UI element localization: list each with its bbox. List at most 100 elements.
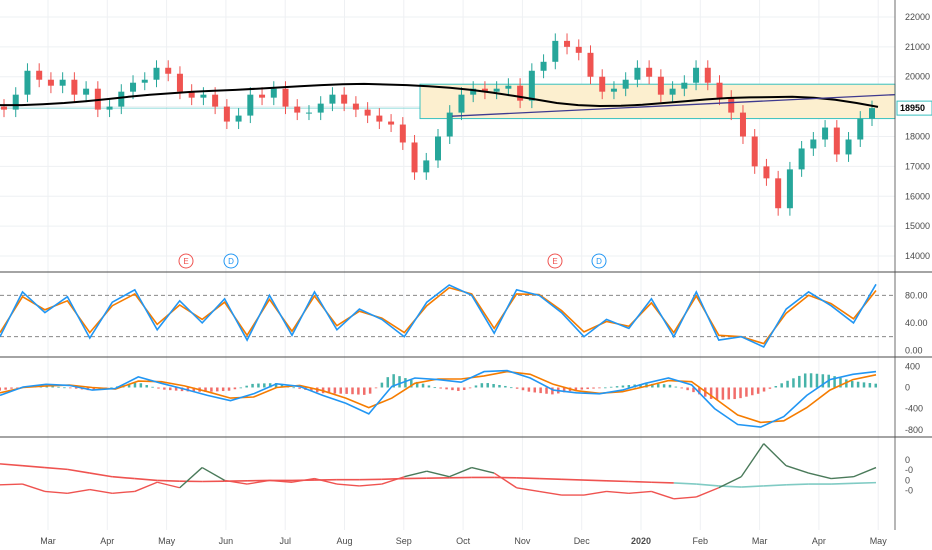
candle-body: [775, 178, 782, 209]
stochastic-panel[interactable]: [0, 283, 895, 349]
macd-histogram-bar: [604, 387, 607, 389]
macd-histogram-bar: [415, 381, 419, 388]
candle-body: [1, 106, 7, 110]
macd-histogram-bar: [874, 383, 877, 388]
rs-line-segment: [179, 467, 203, 489]
price-tick-label: 17000: [905, 161, 930, 171]
macd-histogram-bar: [163, 387, 166, 390]
rs-line-segment: [516, 487, 540, 493]
trendline[interactable]: [451, 94, 896, 117]
x-axis-label: Feb: [693, 536, 709, 546]
rs-tick-label: -0: [905, 465, 913, 475]
rs-moving-average: [0, 463, 23, 467]
candle-body: [317, 103, 324, 113]
macd-panel[interactable]: [0, 369, 877, 428]
macd-histogram-bar: [204, 387, 207, 392]
rs-moving-average: [606, 479, 629, 483]
macd-histogram-bar: [233, 387, 237, 390]
stochastic-tick-label: 80.00: [905, 290, 928, 300]
macd-histogram-bar: [656, 384, 660, 388]
macd-histogram-bar: [786, 380, 789, 388]
candle-body: [622, 79, 629, 89]
macd-histogram-bar: [239, 387, 243, 389]
candle-body: [118, 91, 125, 107]
macd-histogram-bar: [292, 387, 295, 389]
x-axis-label: 2020: [631, 536, 651, 546]
candle-body: [528, 70, 535, 101]
candle-body: [176, 73, 183, 92]
rs-moving-average: [157, 479, 180, 482]
price-tick-label: 20000: [905, 72, 930, 82]
macd-histogram-bar: [615, 386, 619, 388]
macd-histogram-bar: [492, 384, 495, 388]
price-tick-label: 22000: [905, 12, 930, 22]
x-axis-label: Apr: [100, 536, 114, 546]
macd-histogram-bar: [133, 383, 137, 388]
event-marker-label: E: [183, 257, 188, 266]
macd-histogram-bar: [609, 386, 613, 388]
candle-body: [435, 136, 441, 161]
candle-body: [446, 112, 453, 137]
macd-histogram-bar: [798, 375, 801, 388]
rs-line-segment: [718, 476, 742, 489]
rs-line-segment: [651, 490, 675, 500]
macd-histogram-bar: [521, 387, 525, 391]
macd-histogram-bar: [562, 387, 566, 393]
rs-moving-average: [516, 477, 540, 480]
relative-strength-panel[interactable]: [0, 443, 877, 500]
candle-body: [282, 88, 289, 107]
rs-line-segment: [583, 490, 607, 496]
rs-line-segment: [314, 477, 338, 485]
macd-tick-label: -400: [905, 404, 923, 414]
macd-histogram-bar: [774, 386, 778, 388]
macd-tick-label: 400: [905, 361, 920, 371]
macd-histogram-bar: [251, 383, 254, 388]
stochastic-d-line: [0, 286, 877, 345]
macd-histogram-bar: [545, 387, 548, 394]
candle-body: [493, 88, 500, 92]
x-axis-label: Apr: [812, 536, 826, 546]
macd-histogram-bar: [421, 383, 425, 388]
macd-histogram-bar: [721, 387, 725, 400]
rs-line-segment: [44, 490, 68, 494]
macd-histogram-bar: [357, 387, 360, 395]
macd-histogram-bar: [462, 387, 466, 390]
candle-body: [540, 61, 547, 71]
candle-body: [259, 94, 266, 98]
candle-body: [552, 40, 559, 62]
rs-moving-average: [651, 481, 674, 484]
candle-body: [481, 88, 488, 92]
macd-histogram-bar: [374, 387, 378, 389]
moving-average-line: [0, 82, 879, 108]
macd-histogram-bar: [380, 382, 384, 388]
macd-histogram-bar: [439, 387, 442, 389]
rs-moving-average: [112, 475, 135, 480]
macd-histogram-bar: [16, 387, 19, 389]
candle-body: [71, 79, 78, 95]
rs-line-segment: [224, 479, 248, 485]
candle-body: [165, 67, 172, 74]
candle-body: [634, 67, 641, 80]
event-marker: [178, 253, 194, 269]
rs-line-segment: [201, 466, 225, 482]
rs-moving-average: [831, 482, 854, 485]
macd-histogram-bar: [815, 373, 819, 388]
candle-body: [12, 94, 19, 110]
candle-body: [24, 70, 31, 95]
macd-histogram-bar: [809, 373, 813, 388]
candle-body: [270, 88, 277, 98]
rs-moving-average: [696, 483, 719, 487]
macd-histogram-bar: [92, 387, 96, 391]
event-marker-label: D: [228, 257, 234, 266]
rs-line-segment: [246, 479, 270, 485]
macd-histogram-bar: [4, 387, 7, 390]
x-axis-label: Mar: [40, 536, 56, 546]
macd-histogram-bar: [621, 385, 625, 388]
macd-histogram-bar: [592, 387, 595, 389]
rs-line-segment: [606, 490, 629, 494]
macd-histogram-bar: [368, 387, 372, 394]
